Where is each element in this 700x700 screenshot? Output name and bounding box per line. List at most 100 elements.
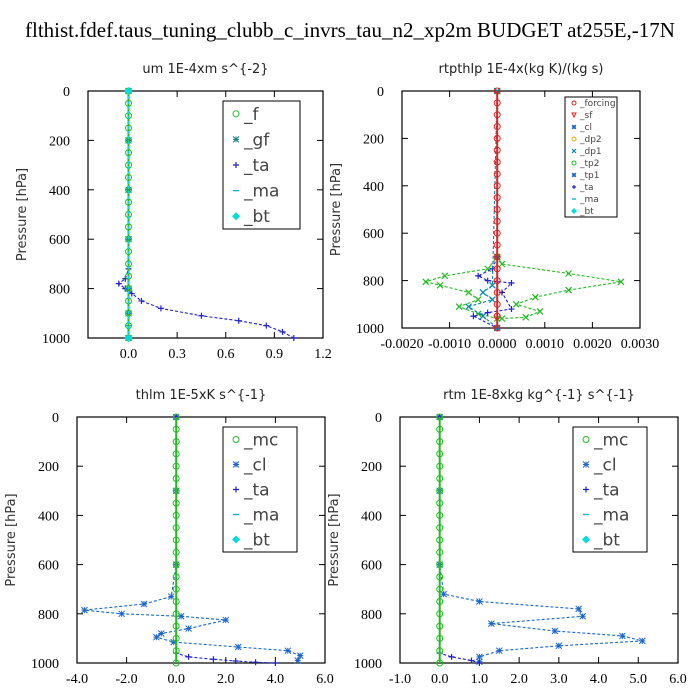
panel-3-xtick-label: 6.0 <box>316 672 334 687</box>
panel-4-ytick-label: 400 <box>361 509 382 524</box>
panel-4-series-mc-point <box>436 413 444 421</box>
panel-3-series-mc-point <box>172 585 180 593</box>
panel-4-xtick-label: 4.0 <box>590 672 608 687</box>
panel-2-series-tp2-point <box>498 260 506 268</box>
panel-4-legend-marker <box>583 486 589 493</box>
panel-3-legend-marker <box>233 486 239 493</box>
panel-2-series-forcing-point <box>493 277 501 285</box>
panel-1-series-ta-point <box>235 317 242 324</box>
panel-4-ytick-label: 1000 <box>354 657 382 672</box>
panel-2-ytick-label: 1000 <box>356 322 384 337</box>
panel-3-series-cl-point <box>81 606 88 614</box>
panel-2-series-forcing-point <box>493 312 501 320</box>
panel-1-ytick-label: 200 <box>49 134 70 149</box>
panel-2-series-forcing-point <box>493 194 501 202</box>
panel-3-xtick-label: 4.0 <box>267 672 285 687</box>
panel-4-legend-label: _bt <box>593 531 620 551</box>
panel-4-legend-marker <box>582 436 590 443</box>
panel-1-legend-marker <box>232 110 240 118</box>
panel-4-series-cl-point <box>551 627 559 635</box>
panel-4-series-mc-point <box>436 438 444 446</box>
panel-3-legend-label: _ma <box>243 506 279 526</box>
panel-1-ytick-label: 800 <box>49 283 70 298</box>
panel-4-series-cl-point <box>638 637 646 645</box>
panel-2-series-forcing-point <box>493 217 501 225</box>
panel-4-title: rtm 1E-8xkg kg^{-1} s^{-1} <box>443 388 635 403</box>
panel-4-series-cl-point <box>440 590 448 598</box>
panel-1-xtick-label: 0.6 <box>217 347 235 362</box>
panel-3-series-cl-point <box>294 657 302 664</box>
panel-2-legend-marker <box>571 112 577 119</box>
panel-3-series-mc-point <box>172 561 180 569</box>
panel-2-xtick-label: 0.0030 <box>621 337 660 352</box>
panel-4-series-ta-point <box>476 660 483 666</box>
panel-3-legend-label: _mc <box>243 431 278 451</box>
panel-2-series-dp1-point <box>465 303 473 311</box>
panel-4-ytick-label: 200 <box>361 460 382 475</box>
panel-1-legend-marker <box>232 212 240 221</box>
panel-3-series-mc-point <box>172 499 180 507</box>
panel-3-series-cl-point <box>234 643 242 651</box>
panel-3-series-ta-point <box>232 658 239 665</box>
panel-2-series-dp1-point <box>489 296 496 303</box>
panel-2-ytick-label: 400 <box>363 180 384 195</box>
panel-3-series-mc-point <box>172 487 180 495</box>
panel-3-legend-marker <box>232 461 240 468</box>
panel-2-xtick-label: -0.0010 <box>428 337 471 352</box>
panel-2-series-tp2-point <box>474 296 482 303</box>
panel-4-series-mc-point <box>436 499 444 507</box>
panel-1-xtick-label: 1.2 <box>314 347 332 362</box>
panel-4-series-mc-point <box>436 450 444 458</box>
panel-3-series-mc-point <box>172 573 180 581</box>
panel-1-series-ta-point <box>115 280 122 287</box>
panel-4-series-mc-point <box>436 610 444 618</box>
panel-1-ytick-label: 600 <box>49 233 70 248</box>
panel-4-legend-label: _cl <box>593 456 617 476</box>
panel-3-series-ta-point <box>210 656 217 663</box>
panel-3-series-mc-point <box>172 438 180 446</box>
panel-4-series-mc-point <box>436 659 444 667</box>
panel-2-series-forcing-point <box>493 265 501 273</box>
panel-4-frame <box>399 416 679 664</box>
panel-2-legend-marker <box>571 172 577 178</box>
panel-3-legend-label: _cl <box>243 456 267 476</box>
panel-4-series-mc-point <box>436 622 444 630</box>
panel-2-legend-marker <box>571 124 577 130</box>
panel-2-series-ta-point <box>508 306 515 313</box>
panel-1-series-ta-point <box>263 322 270 329</box>
panel-4-ytick-label: 0 <box>375 411 382 426</box>
panel-2-legend-label: _dp1 <box>579 147 602 157</box>
panel-3-xtick-label: 0.0 <box>167 672 185 687</box>
panel-3-series-cl-point <box>177 612 185 620</box>
panel-2-legend-label: _cl <box>579 123 592 133</box>
panel-2-series-ta-point <box>470 313 477 320</box>
panel-3-series-ta-point <box>185 653 192 660</box>
panel-2-series-tp2-point <box>531 293 539 301</box>
panel-2-series-dp1-point <box>479 289 487 296</box>
panel-3-series-cl-point <box>222 616 230 624</box>
panel-3-series-mc-point <box>172 475 180 482</box>
panel-1-series-f-point <box>125 149 133 157</box>
panel-3-series-ta-point <box>252 659 259 666</box>
panel-1-ytick-label: 0 <box>63 85 70 100</box>
panel-4-series-mc-point <box>436 487 444 495</box>
panel-1-xtick-label: 0.3 <box>168 347 186 362</box>
panel-4-xtick-label: -1.0 <box>389 672 411 687</box>
panel-4-series-ta-point <box>468 657 475 664</box>
panel-2-legend-label: _ta <box>579 183 594 193</box>
panel-1-legend-marker <box>232 136 240 143</box>
panel-1-legend-label: _bt <box>243 207 270 227</box>
panel-4-series-ta-point <box>448 653 455 660</box>
panel-2-title: rtpthlp 1E-4x(kg K)/(kg s) <box>439 62 604 77</box>
panel-3-xtick-label: 2.0 <box>217 672 235 687</box>
panel-4-series-mc-point <box>436 425 444 433</box>
panel-1-series-ta-point <box>128 290 135 297</box>
panel-3-series-mc-point <box>172 598 180 605</box>
panel-2-legend-marker <box>572 185 576 189</box>
panel-3-series-mc-point <box>172 536 180 544</box>
panel-4-series-ta-line <box>439 417 480 664</box>
panel-3-series-cl-point <box>118 610 125 618</box>
panel-2-series-forcing-point <box>493 99 501 107</box>
panel-4-series-mc-point <box>436 536 444 544</box>
panel-2-xtick-label: -0.0020 <box>380 337 423 352</box>
